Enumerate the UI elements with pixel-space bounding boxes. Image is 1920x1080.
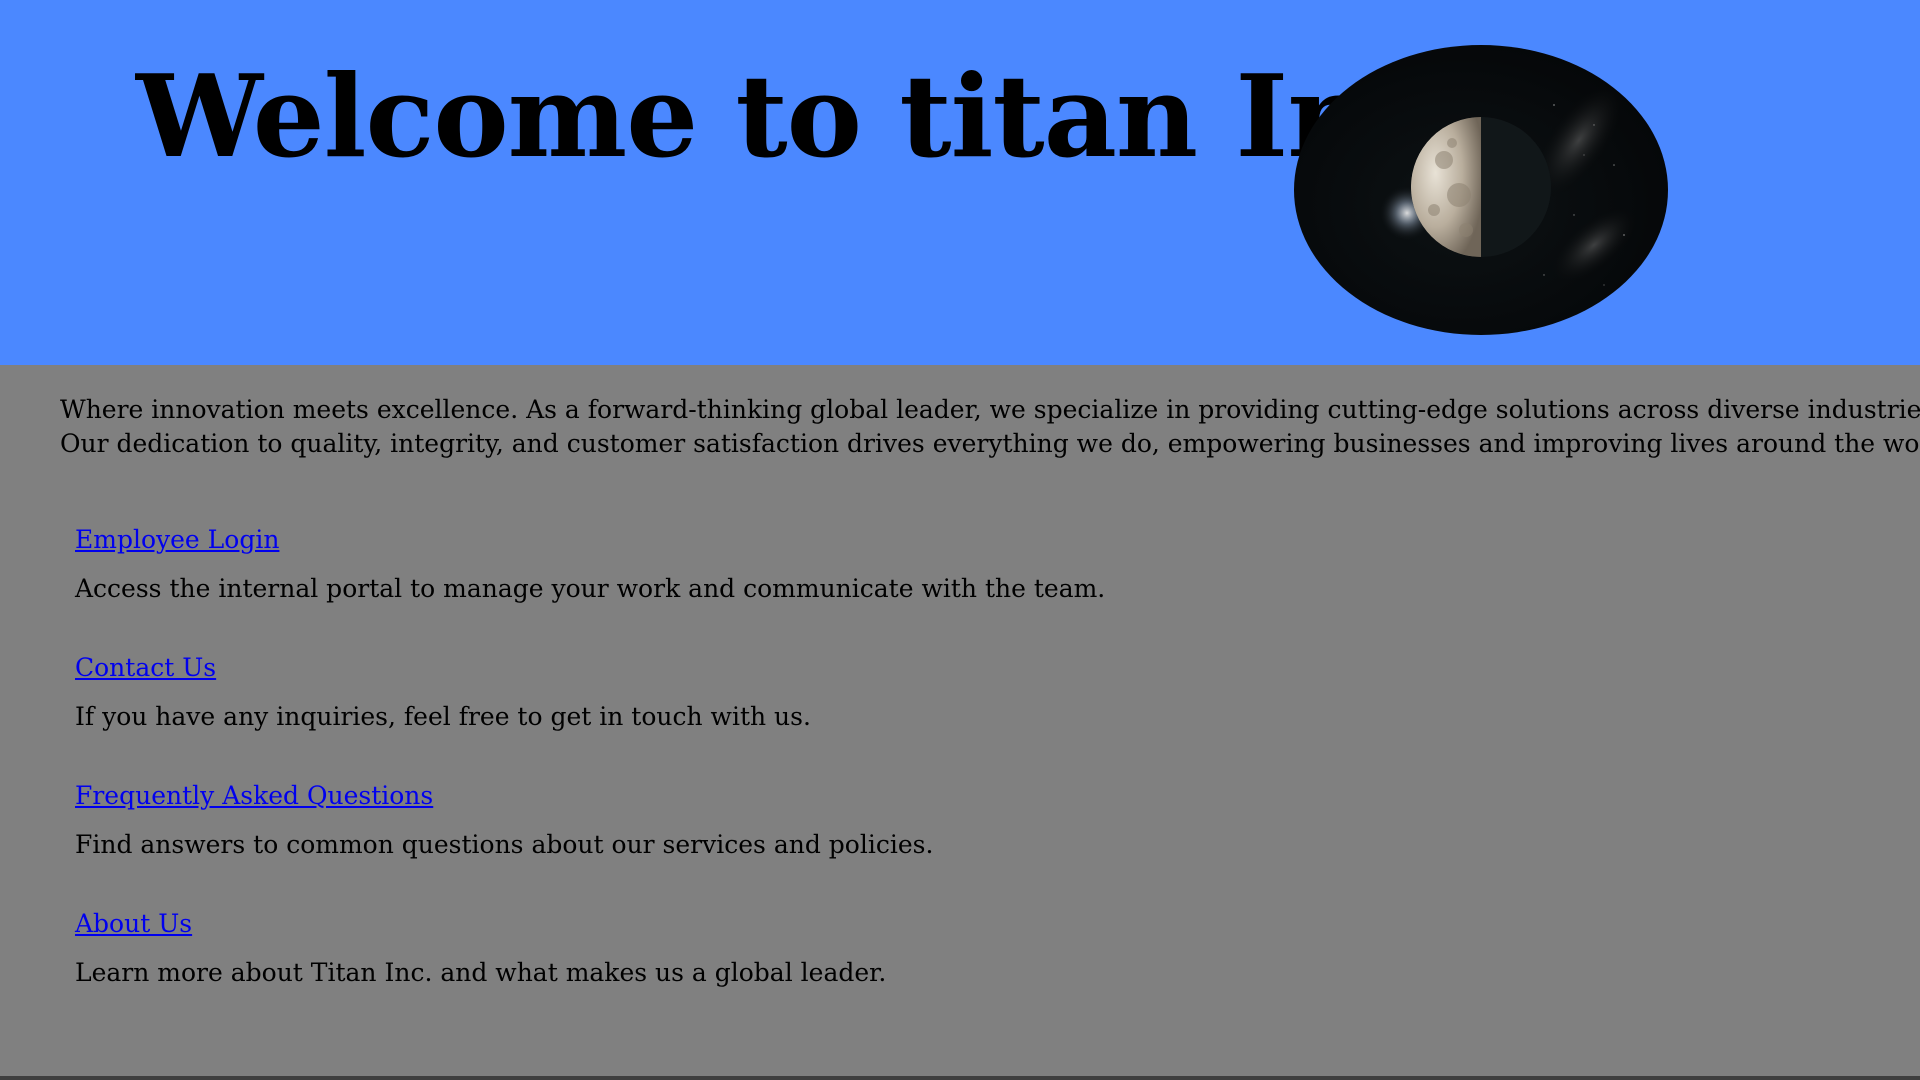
about-us-link[interactable]: About Us [75, 909, 193, 938]
employee-login-description: Access the internal portal to manage you… [75, 574, 1106, 603]
link-section-contact-us: Contact Us If you have any inquiries, fe… [75, 651, 811, 734]
link-section-employee-login: Employee Login Access the internal porta… [75, 523, 1105, 606]
contact-us-description: If you have any inquiries, feel free to … [75, 702, 811, 731]
faq-link[interactable]: Frequently Asked Questions [75, 781, 434, 810]
contact-us-link[interactable]: Contact Us [75, 653, 217, 682]
main-content: Where innovation meets excellence. As a … [0, 365, 1920, 1076]
site-header: Welcome to titan Inc. [0, 0, 1920, 365]
about-us-description: Learn more about Titan Inc. and what mak… [75, 958, 887, 987]
intro-line-1: Where innovation meets excellence. As a … [60, 395, 1920, 424]
faq-description: Find answers to common questions about o… [75, 830, 934, 859]
intro-line-2: Our dedication to quality, integrity, an… [60, 429, 1920, 458]
moon-image [1294, 45, 1668, 335]
bottom-divider [0, 1076, 1920, 1080]
page-title: Welcome to titan Inc. [136, 50, 1476, 183]
link-section-faq: Frequently Asked Questions Find answers … [75, 779, 933, 862]
link-section-about-us: About Us Learn more about Titan Inc. and… [75, 907, 886, 990]
intro-text: Where innovation meets excellence. As a … [60, 393, 1920, 461]
employee-login-link[interactable]: Employee Login [75, 525, 280, 554]
